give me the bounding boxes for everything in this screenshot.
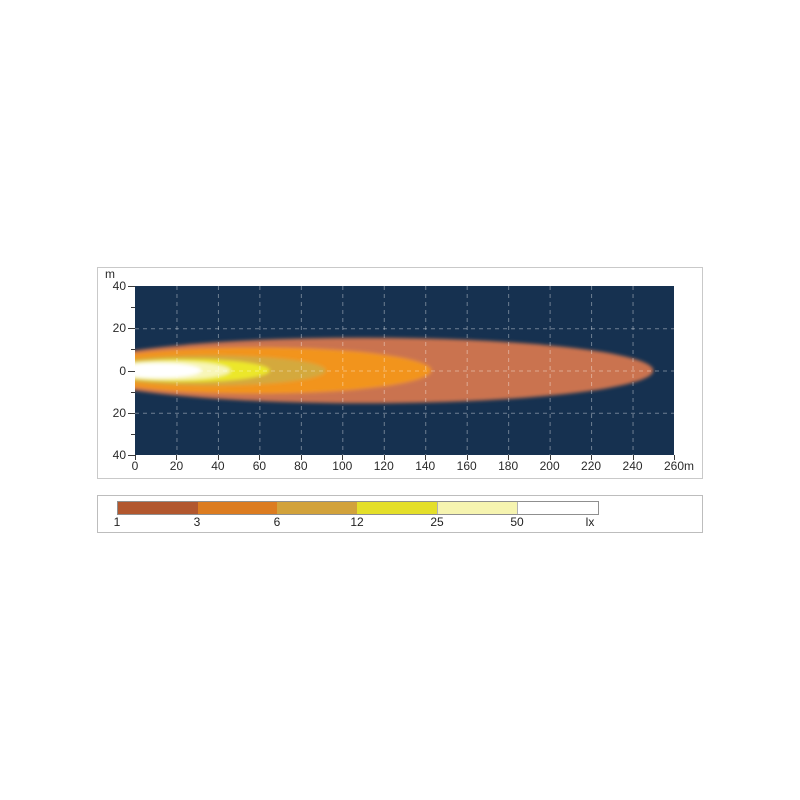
- y-minor-tick-mark: [131, 349, 135, 351]
- legend-segment-12lx: [357, 502, 437, 514]
- y-tick-mark: [128, 328, 135, 330]
- y-tick-mark: [128, 412, 135, 414]
- x-tick-mark: [383, 455, 385, 460]
- legend-value-label: 1: [113, 515, 121, 529]
- x-tick-mark: [508, 455, 510, 460]
- x-tick-label: 60: [252, 459, 267, 473]
- y-tick-mark: [128, 455, 135, 456]
- y-minor-tick-mark: [131, 307, 135, 309]
- y-minor-tick-mark: [131, 391, 135, 393]
- x-tick-label: 180: [498, 459, 519, 473]
- legend-color-bar: [117, 501, 599, 515]
- x-tick-mark: [591, 455, 593, 460]
- x-tick-mark: [217, 455, 219, 460]
- x-tick-mark: [466, 455, 468, 460]
- x-tick-label: 220: [581, 459, 602, 473]
- y-tick-mark: [128, 370, 135, 372]
- legend-value-label: 25: [430, 515, 444, 529]
- x-tick-mark: [342, 455, 344, 460]
- x-tick-label: 40: [211, 459, 225, 473]
- x-tick-mark: [674, 455, 675, 460]
- x-tick-label: 200: [539, 459, 560, 473]
- legend-segment-25lx: [436, 502, 518, 514]
- y-minor-tick-mark: [131, 433, 135, 435]
- x-tick-label: 140: [415, 459, 436, 473]
- x-tick-mark: [425, 455, 427, 460]
- y-axis-unit-label: m: [105, 267, 115, 281]
- legend-segment-50lx: [517, 502, 599, 514]
- legend-value-label: 50: [510, 515, 524, 529]
- x-tick-mark: [176, 455, 178, 460]
- x-tick-label: 80: [294, 459, 308, 473]
- legend-panel: 1 3 6 12 25 50 lx: [97, 495, 703, 533]
- x-tick-label: 0: [131, 459, 139, 473]
- legend-value-label: 6: [273, 515, 281, 529]
- x-tick-label: 20: [169, 459, 184, 473]
- y-tick-label: 20: [112, 321, 126, 336]
- legend-segment-6lx: [277, 502, 358, 514]
- legend-value-label: 3: [193, 515, 201, 529]
- beam-contours: [135, 337, 654, 404]
- x-tick-label: 100: [332, 459, 353, 473]
- legend-segment-3lx: [197, 502, 278, 514]
- x-tick-label: 260: [663, 459, 685, 473]
- y-tick-label: 40: [112, 279, 126, 293]
- y-tick-label: 40: [112, 448, 126, 462]
- x-tick-mark: [300, 455, 302, 460]
- x-tick-mark: [135, 455, 136, 460]
- x-tick-label: 160: [456, 459, 477, 473]
- legend-value-label: 12: [350, 515, 364, 529]
- x-tick-mark: [549, 455, 551, 460]
- x-tick-label: 240: [622, 459, 643, 473]
- x-tick-label: 120: [373, 459, 394, 473]
- x-axis-unit-label: m: [684, 459, 694, 473]
- y-tick-label: 20: [112, 405, 126, 420]
- x-tick-mark: [632, 455, 634, 460]
- plot-area: [135, 286, 674, 455]
- x-tick-mark: [259, 455, 261, 460]
- y-tick-label: 0: [119, 363, 126, 378]
- grid-lines: [135, 286, 674, 455]
- legend-segment-1lx: [118, 502, 198, 514]
- beam-pattern-chart: m 40 20 0 20 40 0 20 40 60 80 100 120 140 160 180 200 2…: [97, 267, 703, 479]
- legend-unit-label: lx: [585, 515, 595, 529]
- y-tick-mark: [128, 286, 135, 287]
